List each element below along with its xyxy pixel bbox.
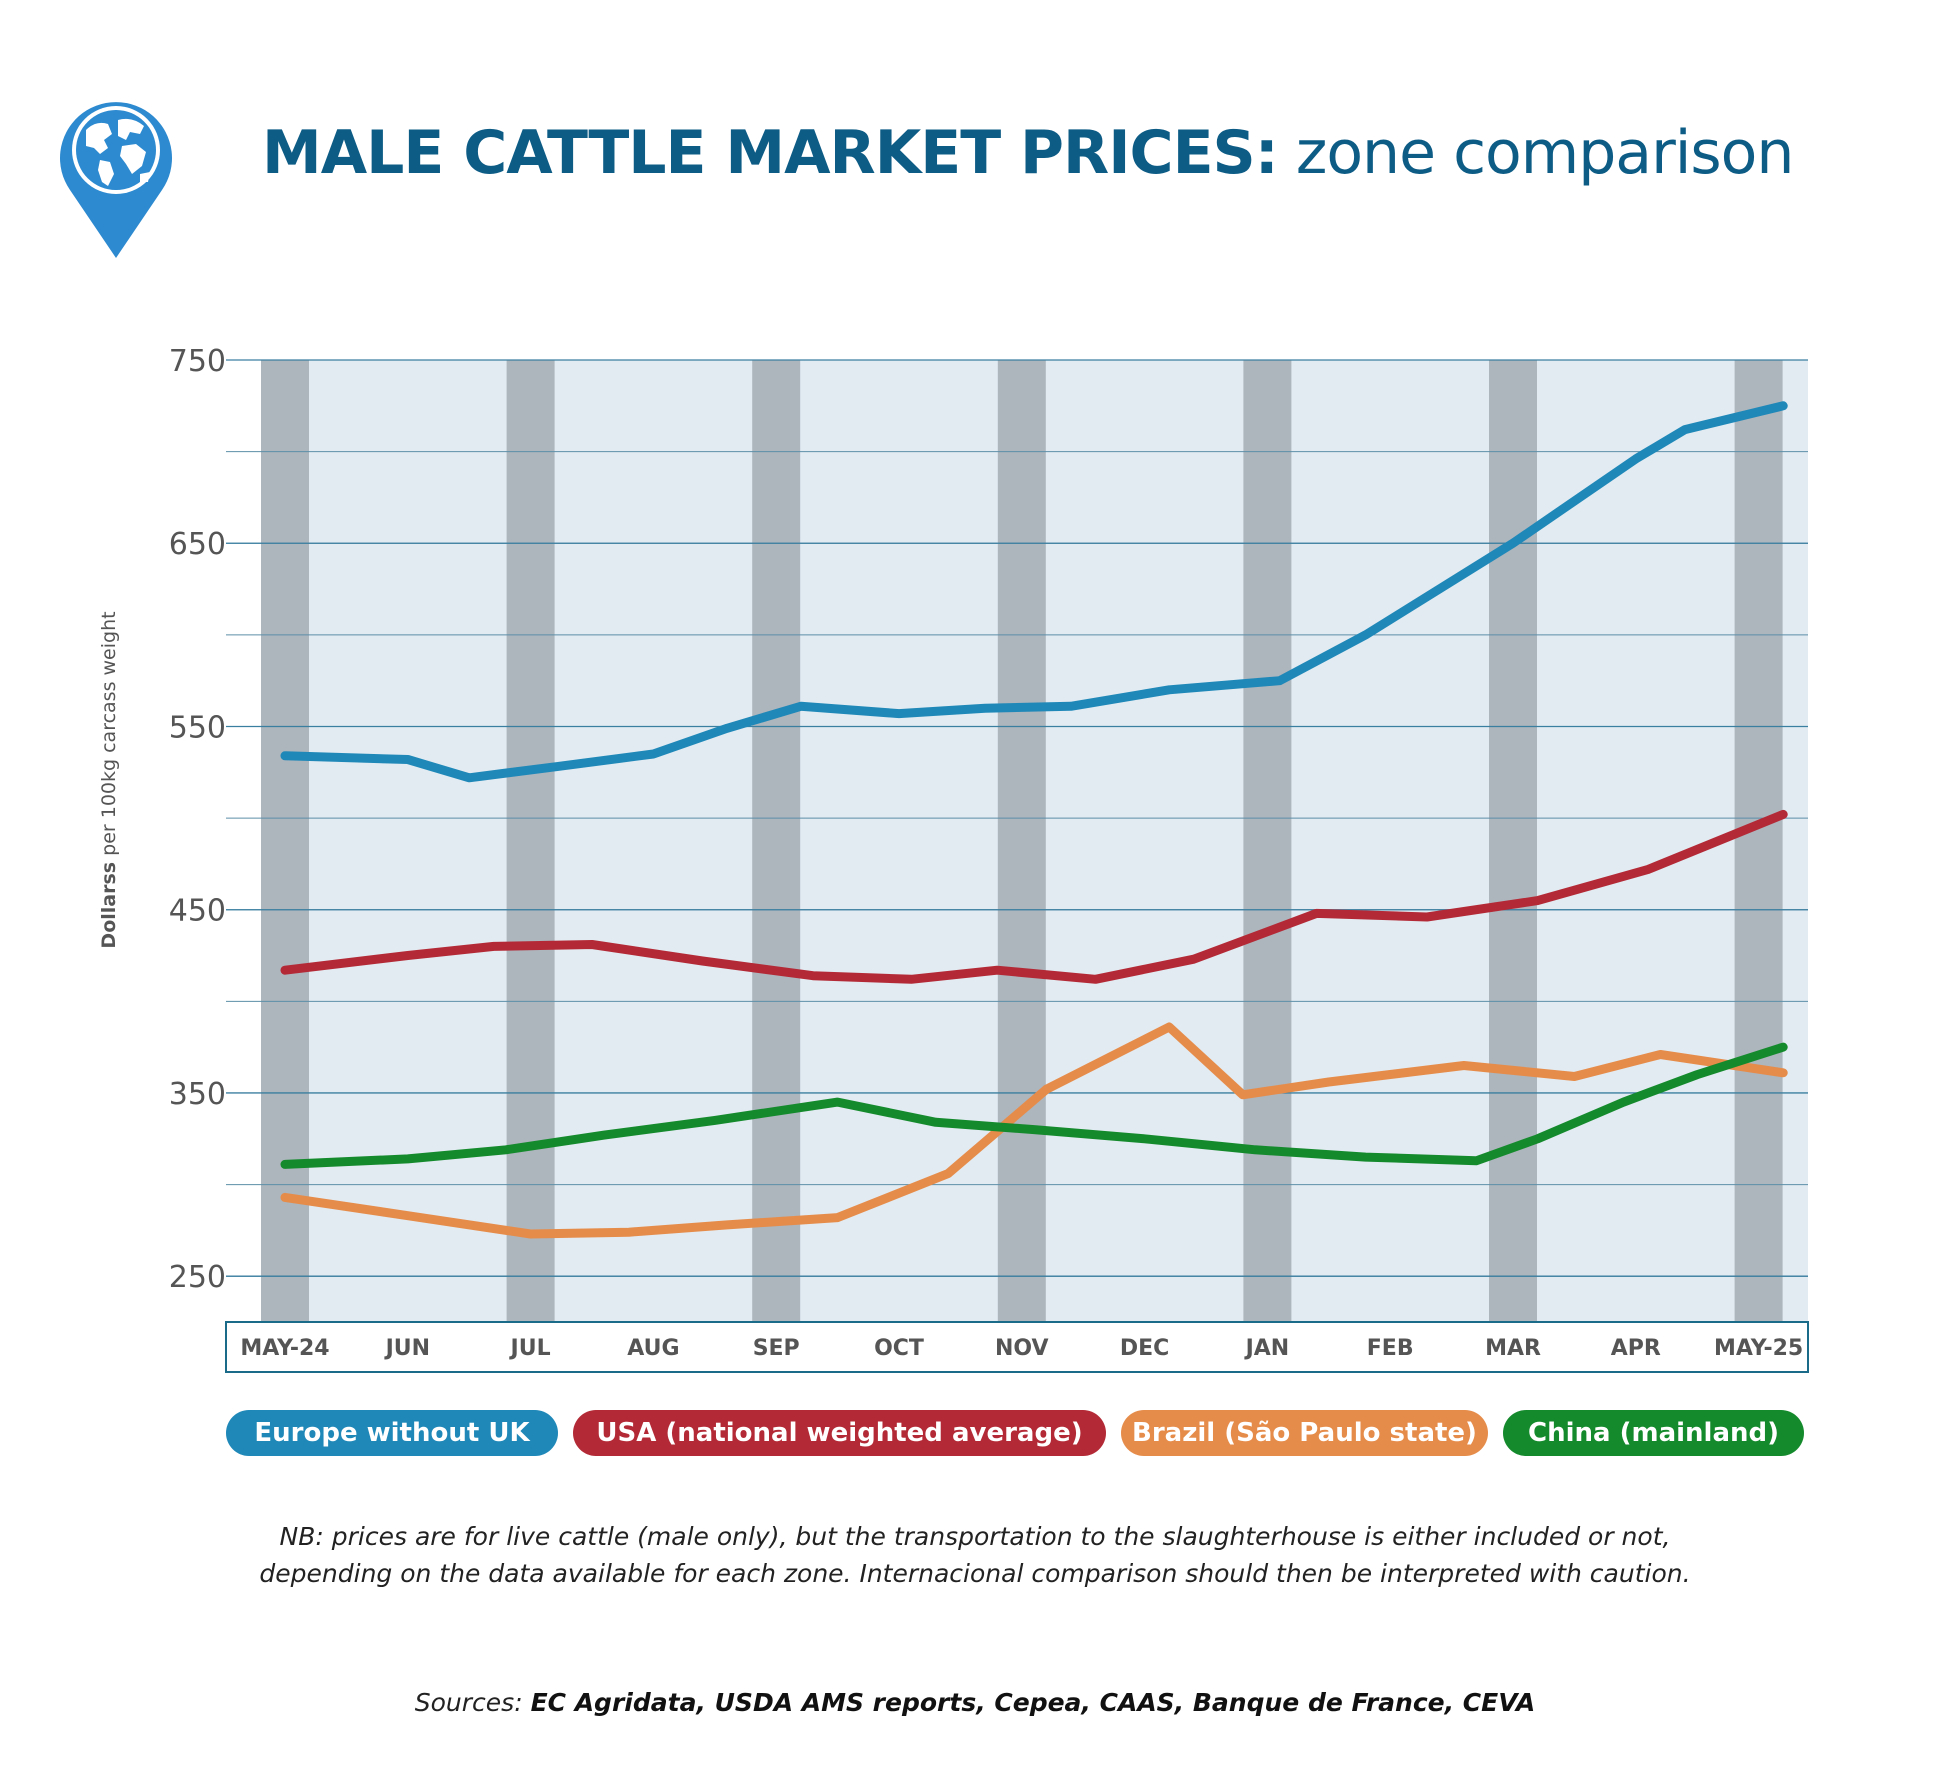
- footnote-line-1: NB: prices are for live cattle (male onl…: [279, 1522, 1671, 1551]
- x-tick-label: AUG: [627, 1336, 679, 1361]
- band-stripe: [1243, 360, 1292, 1322]
- footnote-line-2: depending on the data available for each…: [259, 1559, 1691, 1588]
- globe-pin-icon: [60, 102, 172, 258]
- sources-prefix: Sources:: [414, 1688, 531, 1717]
- x-tick-label: JAN: [1244, 1336, 1290, 1361]
- band-stripe: [997, 360, 1046, 1322]
- x-tick-label: SEP: [753, 1336, 800, 1361]
- title-rest: zone comparison: [1277, 118, 1795, 188]
- x-tick-label: MAY-25: [1714, 1336, 1803, 1361]
- series-line-china-mainland: [280, 1042, 1788, 1169]
- series-line-europe-without-uk: [280, 401, 1788, 783]
- band-stripe: [261, 360, 309, 1322]
- y-tick-label: 350: [169, 1077, 226, 1112]
- legend-europe: Europe without UK: [226, 1410, 558, 1456]
- x-tick-label: JUN: [384, 1336, 430, 1361]
- x-tick-label: FEB: [1367, 1336, 1414, 1361]
- x-tick-label: OCT: [874, 1336, 924, 1361]
- band-stripe: [752, 360, 801, 1322]
- sources-list: EC Agridata, USDA AMS reports, Cepea, CA…: [530, 1688, 1536, 1717]
- x-tick-label: DEC: [1120, 1336, 1169, 1361]
- band-stripe: [506, 360, 555, 1322]
- x-axis-box: [225, 1321, 1809, 1373]
- series-line-brazil-s-o-paulo-state: [280, 1022, 1788, 1239]
- title-bold: MALE CATTLE MARKET PRICES:: [262, 118, 1279, 188]
- legend-usa: USA (national weighted average): [573, 1410, 1106, 1456]
- y-tick-label: 450: [169, 894, 226, 929]
- y-tick-label: 550: [169, 710, 226, 745]
- y-axis-label-bold: Dollarss: [98, 862, 120, 949]
- sources: Sources: EC Agridata, USDA AMS reports, …: [175, 1688, 1775, 1717]
- y-tick-label: 750: [169, 344, 226, 379]
- chart-title: MALE CATTLE MARKET PRICES: zone comparis…: [262, 118, 1795, 188]
- y-axis-label: Dollarss per 100kg carcass weight: [98, 611, 120, 948]
- x-tick-label: JUL: [509, 1336, 551, 1361]
- band-stripe: [1734, 360, 1783, 1322]
- band-stripe: [1489, 360, 1537, 1322]
- legend-china: China (mainland): [1503, 1410, 1804, 1456]
- legend: Europe without UK USA (national weighted…: [226, 1410, 1826, 1456]
- line-chart: 250 350 450 550 650 750 Dollarss per 100kg ca…: [98, 344, 1809, 1373]
- x-tick-label: NOV: [995, 1336, 1049, 1361]
- legend-brazil: Brazil (São Paulo state): [1121, 1410, 1488, 1456]
- x-tick-label: MAR: [1485, 1336, 1541, 1361]
- y-axis-label-rest: per 100kg carcass weight: [98, 611, 120, 861]
- x-tick-label: MAY-24: [240, 1336, 329, 1361]
- y-tick-label: 650: [169, 527, 226, 562]
- footnote: NB: prices are for live cattle (male onl…: [175, 1518, 1775, 1592]
- series-line-usa-national-weighted-average: [280, 809, 1788, 984]
- y-tick-label: 250: [169, 1260, 226, 1295]
- x-tick-label: APR: [1611, 1336, 1661, 1361]
